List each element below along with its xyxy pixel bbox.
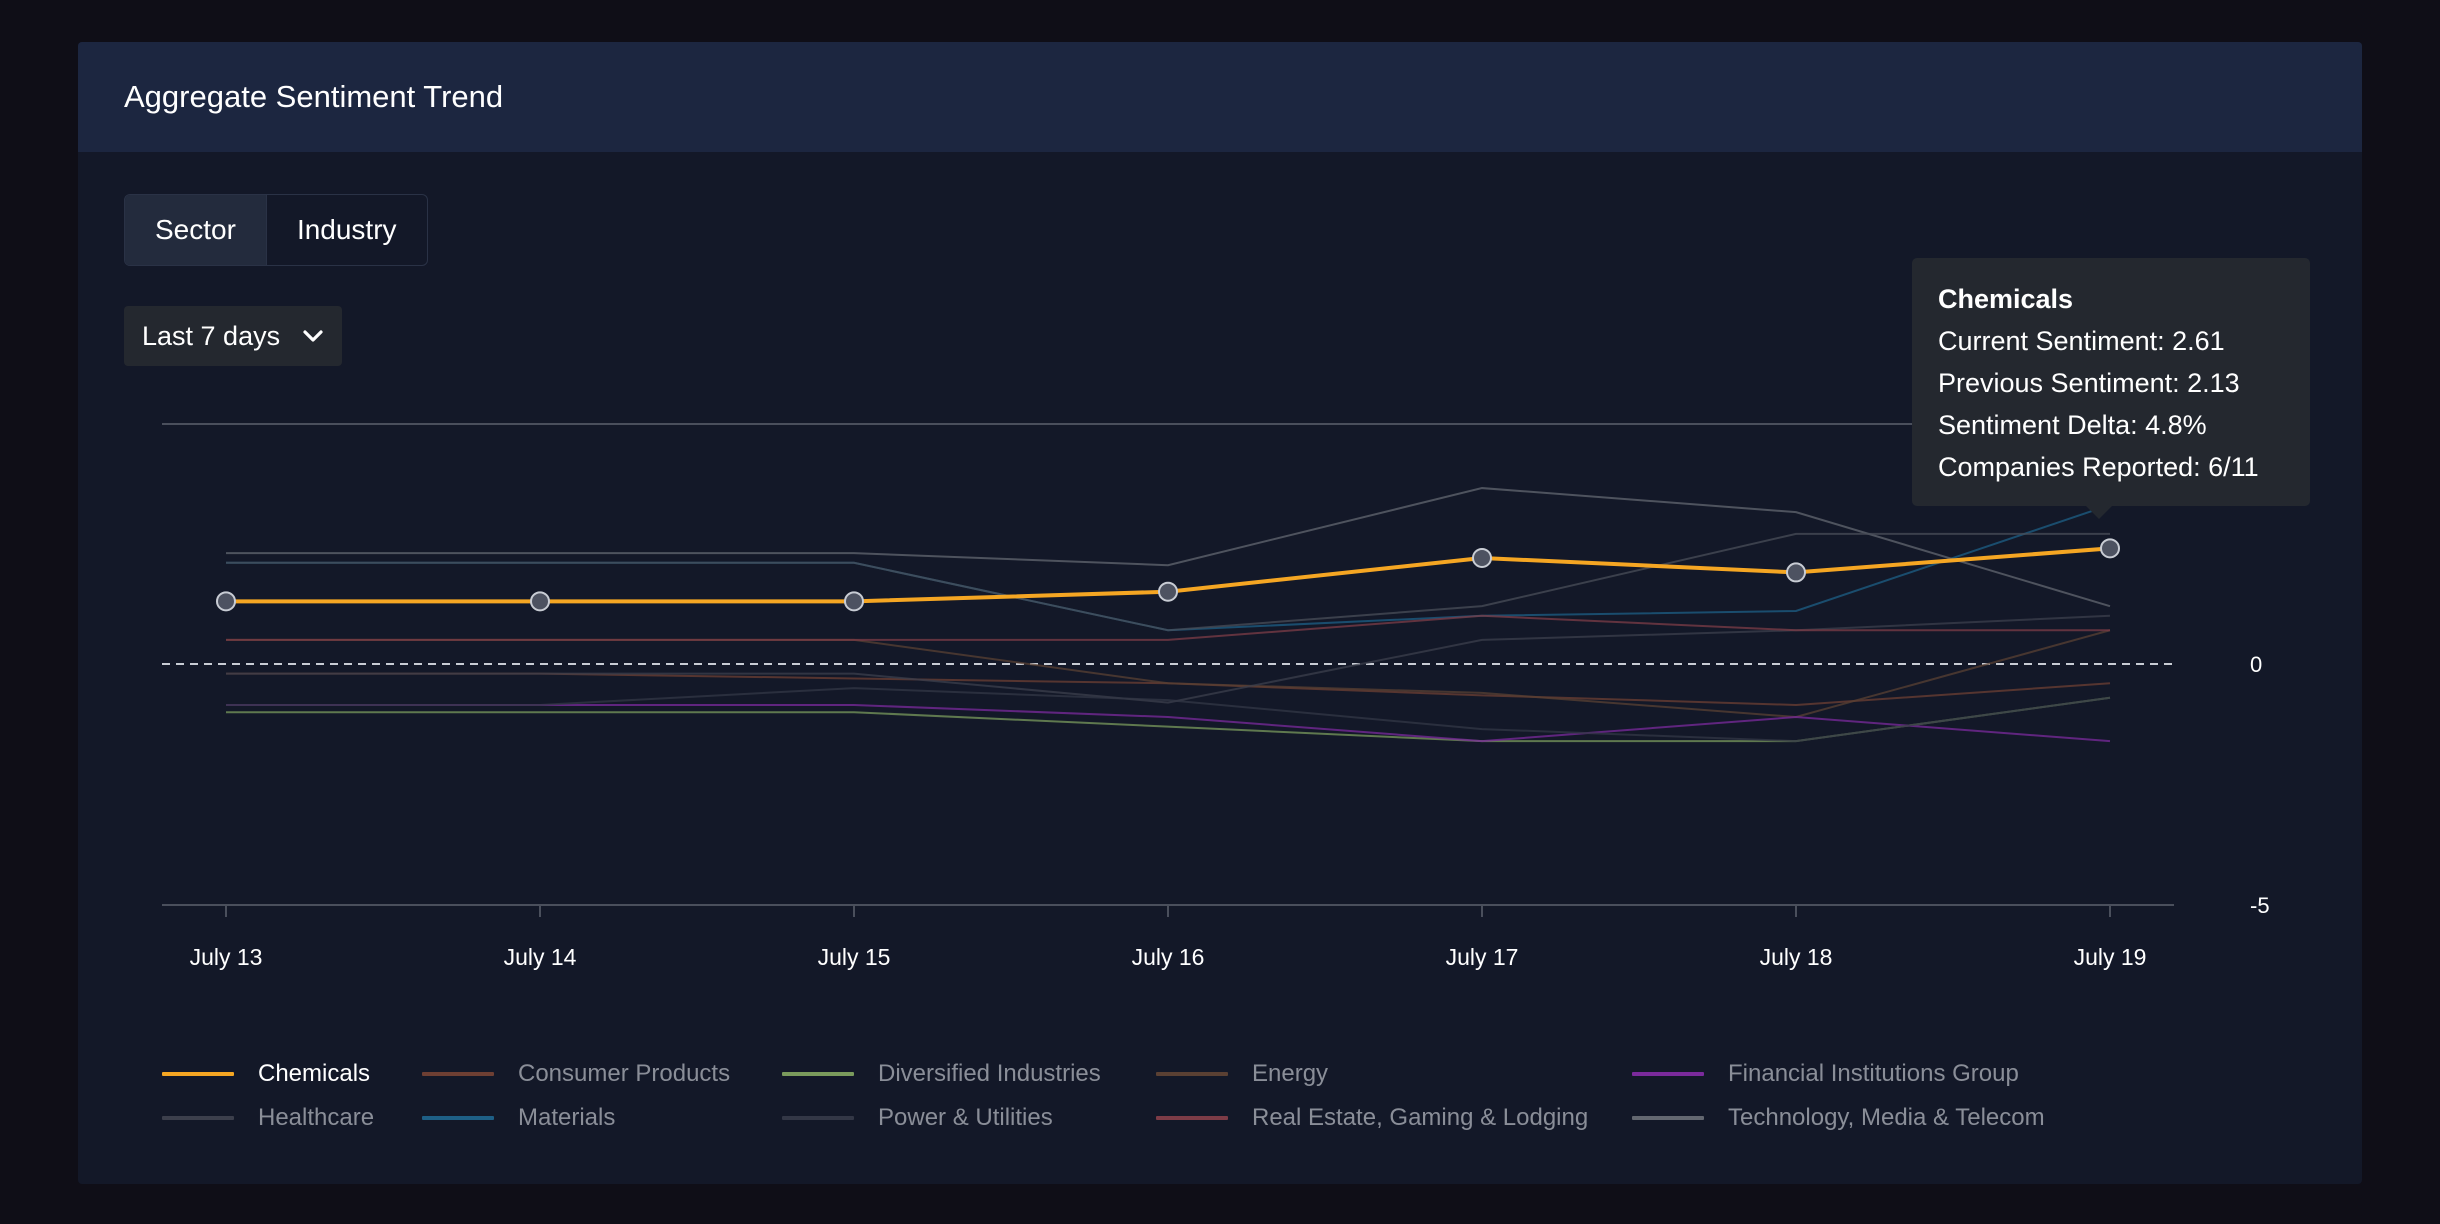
series-line-financial-institutions-group	[226, 703, 2111, 743]
date-range-select[interactable]: Last 7 days	[124, 306, 342, 366]
industry-toggle-button[interactable]: Industry	[265, 195, 427, 265]
legend-label: Materials	[518, 1104, 616, 1131]
legend-swatch	[422, 1116, 494, 1120]
legend-swatch	[422, 1072, 494, 1076]
card-title: Aggregate Sentiment Trend	[124, 79, 504, 114]
data-point-chemicals	[1158, 581, 1178, 602]
tooltip-current-sentiment: Current Sentiment: 2.61	[1938, 326, 2225, 356]
x-tick-label: July 18	[1760, 944, 1833, 970]
legend-item-technology-media-telecom[interactable]: Technology, Media & Telecom	[1632, 1098, 2045, 1138]
legend-label: Healthcare	[258, 1104, 375, 1131]
series-line-power-utilities	[226, 687, 2111, 743]
x-tick-label: July 19	[2074, 944, 2147, 970]
legend-label: Chemicals	[258, 1060, 371, 1087]
data-point-chemicals	[216, 591, 236, 612]
legend-item-power-utilities[interactable]: Power & Utilities	[782, 1098, 1053, 1138]
legend-swatch	[162, 1116, 234, 1120]
view-toggle: Sector Industry	[124, 194, 428, 266]
card-header: Aggregate Sentiment Trend	[78, 42, 2362, 152]
legend-label: Diversified Industries	[878, 1060, 1101, 1087]
legend-item-diversified-industries[interactable]: Diversified Industries	[782, 1054, 1101, 1094]
legend-swatch	[782, 1072, 854, 1076]
legend-swatch	[162, 1072, 234, 1076]
sentiment-trend-card: Aggregate Sentiment Trend Sector Industr…	[78, 42, 2362, 1184]
y-tick-label: -5	[2250, 893, 2270, 918]
legend-item-healthcare[interactable]: Healthcare	[162, 1098, 374, 1138]
series-line-healthcare	[226, 614, 2111, 704]
legend-label: Technology, Media & Telecom	[1728, 1104, 2045, 1131]
series-line-real-estate-gaming-lodging	[226, 614, 2110, 641]
y-tick-label: 0	[2250, 652, 2262, 677]
chart-tooltip: Chemicals Current Sentiment: 2.61 Previo…	[1912, 258, 2310, 519]
legend-item-chemicals[interactable]: Chemicals	[162, 1054, 370, 1094]
chart-legend: Chemicals Consumer Products Diversified In…	[162, 1054, 2312, 1154]
legend-item-financial-institutions-group[interactable]: Financial Institutions Group	[1632, 1054, 2019, 1094]
data-point-chemicals	[1472, 547, 1492, 568]
series-line-materials	[226, 503, 2111, 632]
x-tick-label: July 14	[504, 944, 577, 970]
x-tick-label: July 17	[1446, 944, 1519, 970]
legend-item-real-estate-gaming-lodging[interactable]: Real Estate, Gaming & Lodging	[1156, 1098, 1588, 1138]
legend-item-materials[interactable]: Materials	[422, 1098, 615, 1138]
legend-label: Financial Institutions Group	[1728, 1060, 2019, 1087]
sector-toggle-button[interactable]: Sector	[125, 195, 266, 265]
x-tick-label: July 16	[1132, 944, 1205, 970]
series-line-unlabeled	[226, 532, 2110, 632]
data-point-chemicals	[844, 591, 864, 612]
data-point-chemicals	[530, 591, 550, 612]
sentiment-line-chart: 0 -5 July 13 July 14 July 15 July 16 July 17 Ju…	[162, 423, 2270, 970]
legend-item-consumer-products[interactable]: Consumer Products	[422, 1054, 730, 1094]
x-tick-label: July 13	[190, 944, 263, 970]
legend-item-energy[interactable]: Energy	[1156, 1054, 1328, 1094]
legend-swatch	[1156, 1116, 1228, 1120]
data-point-chemicals	[2100, 538, 2120, 559]
tooltip-sentiment-delta: Sentiment Delta: 4.8%	[1938, 410, 2207, 440]
date-range-value: Last 7 days	[142, 320, 281, 351]
tooltip-companies-reported: Companies Reported: 6/11	[1938, 452, 2259, 482]
legend-label: Energy	[1252, 1060, 1329, 1087]
x-tick-label: July 15	[818, 944, 891, 970]
legend-label: Real Estate, Gaming & Lodging	[1252, 1104, 1589, 1131]
legend-swatch	[782, 1116, 854, 1120]
chevron-down-icon	[303, 330, 323, 342]
legend-swatch	[1632, 1072, 1704, 1076]
legend-label: Power & Utilities	[878, 1104, 1053, 1131]
legend-swatch	[1156, 1072, 1228, 1076]
data-point-chemicals	[1786, 562, 1806, 583]
legend-swatch	[1632, 1116, 1704, 1120]
series-line-technology-media-telecom	[226, 487, 2111, 608]
tooltip-title: Chemicals	[1938, 284, 2074, 314]
legend-label: Consumer Products	[518, 1060, 731, 1087]
tooltip-previous-sentiment: Previous Sentiment: 2.13	[1938, 368, 2240, 398]
